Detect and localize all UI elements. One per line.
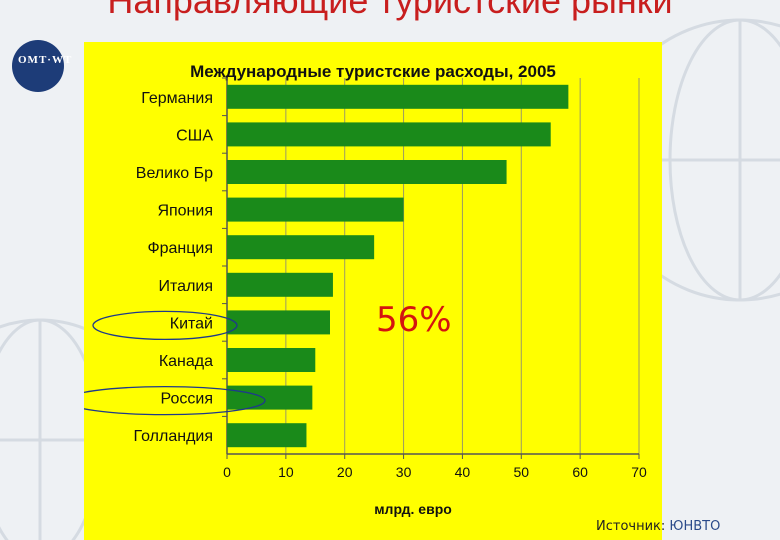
slide-title: Направляющие туристские рынки xyxy=(107,0,673,21)
source-prefix: Источник: xyxy=(596,519,670,534)
x-tick-label: 70 xyxy=(631,464,647,480)
bar xyxy=(227,160,507,184)
category-label: Германия xyxy=(141,90,213,107)
x-tick-label: 50 xyxy=(513,464,529,480)
bar-chart: 0 10 20 30 40 50 60 70 Германия США Велико Бр Япони… xyxy=(84,77,647,517)
bar xyxy=(227,385,313,410)
bar xyxy=(227,348,316,372)
category-label: США xyxy=(176,127,213,144)
x-tick-label: 30 xyxy=(396,464,412,480)
organization-logo: OMT·WT xyxy=(18,54,73,66)
share-annotation: 56% xyxy=(376,300,452,340)
x-axis-label: млрд. евро xyxy=(374,501,452,517)
category-label: Франция xyxy=(147,240,213,257)
bar xyxy=(227,122,551,147)
category-label: Япония xyxy=(157,203,213,220)
category-label: Китай xyxy=(170,315,213,332)
category-label: Велико Бр xyxy=(136,165,213,182)
bar xyxy=(227,84,569,109)
highlight-ellipse xyxy=(92,310,238,341)
bar xyxy=(227,310,330,335)
category-label: Канада xyxy=(159,353,213,370)
category-label: Россия xyxy=(161,391,213,408)
chart-panel: Международные туристские расходы, 2005 0… xyxy=(84,42,662,540)
category-label: Италия xyxy=(159,278,213,295)
bar xyxy=(227,197,404,222)
highlight-ellipse xyxy=(84,385,266,416)
source-note: Источник: ЮНВТО xyxy=(596,519,720,534)
chart-title: Международные туристские расходы, 2005 xyxy=(190,62,556,81)
bar xyxy=(227,272,333,297)
x-tick-label: 10 xyxy=(278,464,294,480)
x-tick-label: 60 xyxy=(572,464,588,480)
x-tick-label: 0 xyxy=(223,464,231,480)
bar xyxy=(227,235,375,260)
bar xyxy=(227,423,307,448)
source-organization: ЮНВТО xyxy=(669,519,721,534)
x-tick-label: 40 xyxy=(455,464,471,480)
category-label: Голландия xyxy=(134,428,213,445)
x-tick-label: 20 xyxy=(337,464,353,480)
